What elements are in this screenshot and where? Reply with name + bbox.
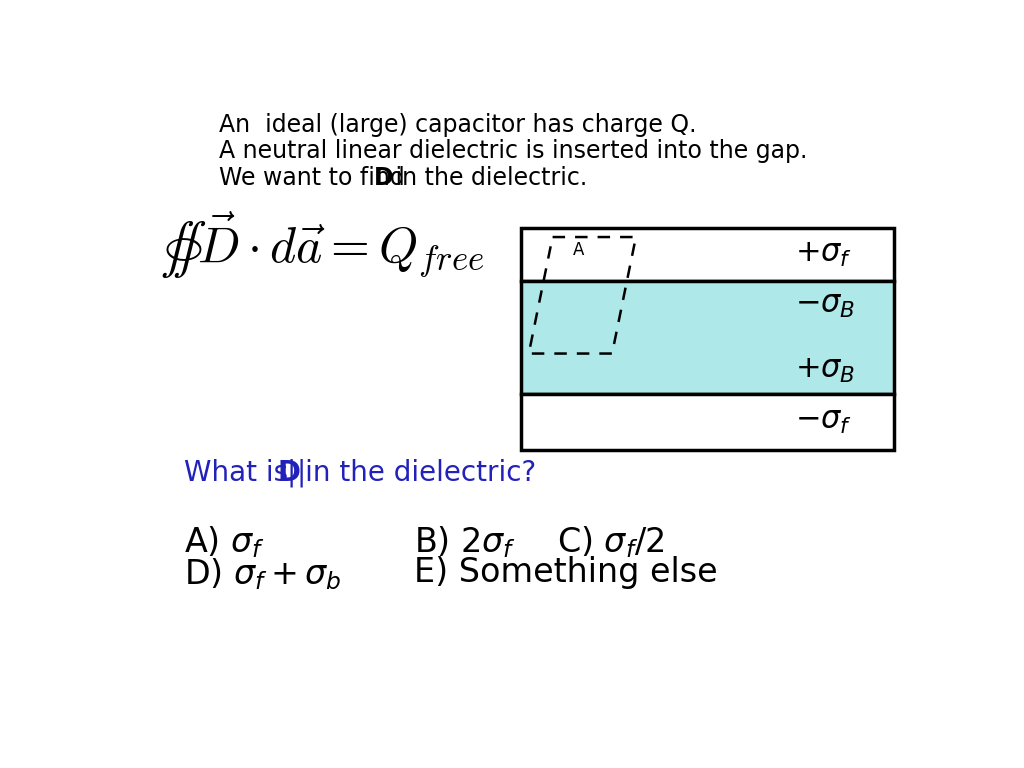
Text: C) $\sigma_f / 2$: C) $\sigma_f / 2$ bbox=[557, 524, 664, 560]
Text: $+\sigma_f$: $+\sigma_f$ bbox=[795, 240, 852, 270]
Bar bbox=[521, 228, 894, 281]
Text: E) Something else: E) Something else bbox=[414, 556, 718, 589]
Text: A neutral linear dielectric is inserted into the gap.: A neutral linear dielectric is inserted … bbox=[219, 140, 808, 164]
Text: What is |: What is | bbox=[183, 458, 306, 488]
Bar bbox=[521, 394, 894, 450]
Text: $-\sigma_B$: $-\sigma_B$ bbox=[795, 290, 855, 319]
Text: $\oiint \vec{D} \cdot d\vec{a} = Q_{free}$: $\oiint \vec{D} \cdot d\vec{a} = Q_{free… bbox=[160, 210, 484, 282]
Text: D: D bbox=[374, 166, 393, 190]
Text: D) $\sigma_f + \sigma_b$: D) $\sigma_f + \sigma_b$ bbox=[183, 556, 341, 592]
Bar bbox=[521, 281, 894, 394]
Text: $+\sigma_B$: $+\sigma_B$ bbox=[795, 356, 855, 385]
Text: D: D bbox=[278, 458, 300, 487]
Text: An  ideal (large) capacitor has charge Q.: An ideal (large) capacitor has charge Q. bbox=[219, 113, 696, 137]
Text: B) $2\sigma_f$: B) $2\sigma_f$ bbox=[414, 524, 516, 560]
Text: A) $\sigma_f$: A) $\sigma_f$ bbox=[183, 524, 264, 560]
Text: in the dielectric.: in the dielectric. bbox=[388, 166, 588, 190]
Text: We want to find: We want to find bbox=[219, 166, 413, 190]
Text: A: A bbox=[572, 241, 584, 259]
Text: $-\sigma_f$: $-\sigma_f$ bbox=[795, 407, 852, 436]
Text: | in the dielectric?: | in the dielectric? bbox=[287, 458, 536, 488]
